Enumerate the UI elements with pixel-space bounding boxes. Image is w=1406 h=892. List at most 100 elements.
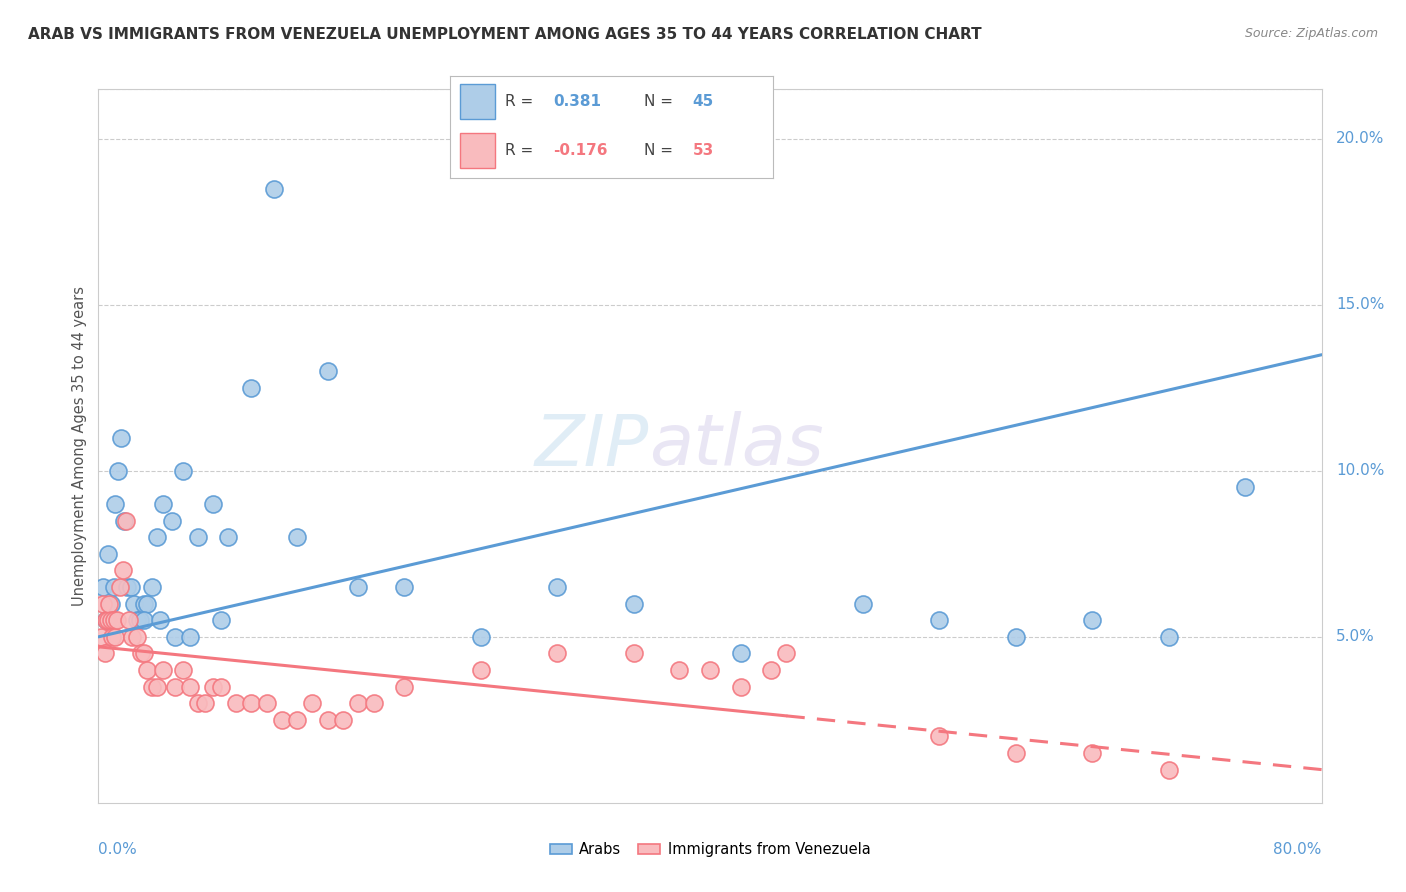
- Point: [141, 580, 163, 594]
- Point: [470, 630, 492, 644]
- Point: [94, 613, 117, 627]
- Point: [122, 597, 145, 611]
- Point: [172, 663, 194, 677]
- Text: N =: N =: [644, 94, 678, 109]
- Point: [928, 613, 950, 627]
- Point: [136, 597, 159, 611]
- Point: [115, 514, 138, 528]
- Point: [392, 680, 416, 694]
- Point: [100, 613, 122, 627]
- Point: [1081, 613, 1104, 627]
- Point: [852, 597, 875, 611]
- Point: [316, 713, 339, 727]
- Point: [470, 663, 492, 677]
- Point: [256, 696, 278, 710]
- Point: [623, 647, 645, 661]
- Point: [347, 696, 370, 710]
- Text: 53: 53: [693, 144, 714, 158]
- Point: [101, 630, 124, 644]
- Point: [134, 613, 156, 627]
- Point: [97, 613, 120, 627]
- Point: [117, 580, 139, 594]
- Point: [668, 663, 690, 677]
- Point: [202, 680, 225, 694]
- Point: [179, 680, 201, 694]
- Point: [285, 530, 308, 544]
- Point: [145, 530, 167, 544]
- Point: [730, 680, 752, 694]
- Point: [160, 514, 183, 528]
- Point: [104, 497, 127, 511]
- Point: [128, 613, 150, 627]
- Point: [112, 514, 135, 528]
- Bar: [460, 84, 495, 119]
- Point: [105, 613, 128, 627]
- Point: [98, 597, 121, 611]
- Point: [107, 464, 129, 478]
- Text: ZIP: ZIP: [534, 411, 648, 481]
- Point: [1234, 481, 1257, 495]
- Point: [179, 630, 201, 644]
- Point: [152, 663, 174, 677]
- Point: [263, 182, 285, 196]
- Point: [202, 497, 225, 511]
- Point: [363, 696, 385, 710]
- Point: [91, 597, 114, 611]
- Point: [104, 630, 127, 644]
- Text: -0.176: -0.176: [554, 144, 607, 158]
- Point: [1004, 746, 1026, 760]
- Point: [546, 647, 568, 661]
- Point: [270, 713, 294, 727]
- Point: [761, 663, 783, 677]
- Text: 0.381: 0.381: [554, 94, 602, 109]
- Point: [225, 696, 247, 710]
- Point: [217, 530, 239, 544]
- Point: [187, 696, 209, 710]
- Point: [100, 597, 122, 611]
- Point: [136, 663, 159, 677]
- Y-axis label: Unemployment Among Ages 35 to 44 years: Unemployment Among Ages 35 to 44 years: [72, 286, 87, 606]
- Point: [103, 613, 125, 627]
- Point: [134, 597, 156, 611]
- Text: R =: R =: [505, 94, 538, 109]
- Point: [125, 630, 148, 644]
- Text: ARAB VS IMMIGRANTS FROM VENEZUELA UNEMPLOYMENT AMONG AGES 35 TO 44 YEARS CORRELA: ARAB VS IMMIGRANTS FROM VENEZUELA UNEMPL…: [28, 27, 981, 42]
- Point: [187, 530, 209, 544]
- Legend: Arabs, Immigrants from Venezuela: Arabs, Immigrants from Venezuela: [544, 837, 876, 863]
- Point: [332, 713, 354, 727]
- Point: [194, 696, 217, 710]
- Point: [125, 613, 148, 627]
- Point: [775, 647, 797, 661]
- Point: [392, 580, 416, 594]
- Point: [91, 580, 114, 594]
- Point: [240, 381, 263, 395]
- Point: [110, 431, 132, 445]
- Point: [240, 696, 263, 710]
- Point: [90, 630, 112, 644]
- Point: [97, 547, 120, 561]
- Point: [129, 647, 152, 661]
- Point: [730, 647, 752, 661]
- Text: R =: R =: [505, 144, 538, 158]
- Text: 20.0%: 20.0%: [1336, 131, 1385, 146]
- Point: [1157, 630, 1180, 644]
- Text: Source: ZipAtlas.com: Source: ZipAtlas.com: [1244, 27, 1378, 40]
- Point: [1157, 763, 1180, 777]
- Point: [141, 680, 163, 694]
- Text: 10.0%: 10.0%: [1336, 463, 1385, 478]
- Point: [145, 680, 167, 694]
- Text: N =: N =: [644, 144, 678, 158]
- Point: [1004, 630, 1026, 644]
- Point: [209, 680, 232, 694]
- Text: 80.0%: 80.0%: [1274, 842, 1322, 857]
- Point: [928, 730, 950, 744]
- Point: [1081, 746, 1104, 760]
- Point: [172, 464, 194, 478]
- Point: [93, 647, 115, 661]
- Point: [118, 613, 141, 627]
- Point: [94, 613, 117, 627]
- Point: [120, 580, 142, 594]
- Point: [163, 630, 186, 644]
- Point: [149, 613, 172, 627]
- Point: [316, 364, 339, 378]
